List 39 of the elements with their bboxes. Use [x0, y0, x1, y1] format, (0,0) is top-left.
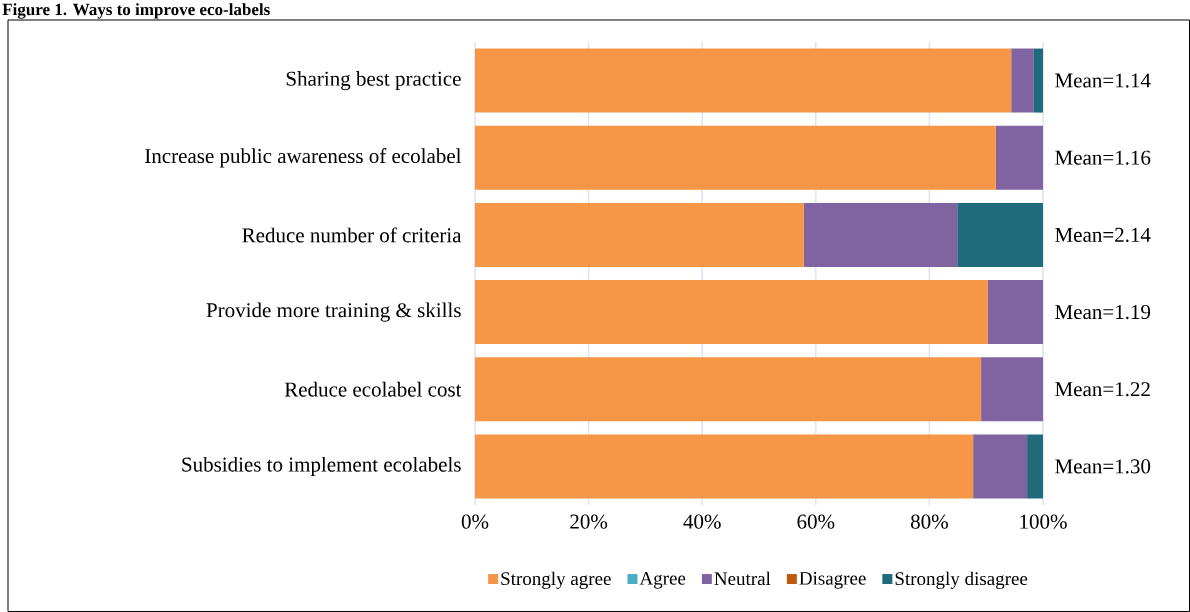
- legend-label: Strongly disagree: [895, 571, 1028, 589]
- y-tick-label: Reduce ecolabel cost: [284, 381, 462, 397]
- text: Mean=1.16: [1055, 150, 1151, 165]
- y-tick-label: Provide more training & skills: [206, 302, 461, 322]
- text: Mean=1.14: [1055, 73, 1151, 88]
- legend-label: Agree: [639, 572, 686, 589]
- bar: [987, 280, 1043, 345]
- text: Figure 1. Ways to improve eco-labels: [2, 3, 270, 19]
- text: Mean=1.30: [1055, 459, 1151, 474]
- legend-label: Neutral: [714, 571, 771, 586]
- bar: [1011, 48, 1034, 113]
- bar: [973, 434, 1028, 499]
- bar: [475, 202, 804, 267]
- bar: [1027, 434, 1043, 499]
- y-tick-label: Subsidies to implement ecolabels: [182, 456, 461, 476]
- x-tick-label: 60%: [797, 514, 835, 529]
- bar: [475, 125, 996, 190]
- bar: [475, 434, 974, 499]
- y-tick-label: Sharing best practice: [286, 71, 461, 91]
- y-tick-label: Increase public awareness of ecolabel: [145, 148, 462, 168]
- x-tick-label: 0%: [461, 514, 489, 529]
- text: Mean=2.14: [1055, 227, 1151, 243]
- bar: [995, 125, 1043, 190]
- bar: [475, 48, 1012, 113]
- bar: [981, 357, 1043, 422]
- bar: [475, 280, 988, 345]
- text: Mean=1.19: [1055, 304, 1151, 320]
- x-tick-label: 20%: [570, 514, 608, 529]
- legend-label: Strongly agree: [501, 571, 611, 589]
- y-tick-label: Reduce number of criteria: [242, 227, 462, 243]
- bar: [1033, 48, 1043, 113]
- bar: [475, 357, 982, 422]
- bar: [957, 202, 1043, 267]
- bar: [803, 202, 958, 267]
- x-tick-label: 40%: [683, 514, 721, 529]
- legend-label: Disagree: [799, 572, 866, 589]
- text: Mean=1.22: [1055, 382, 1150, 397]
- x-tick-label: 100%: [1020, 514, 1067, 529]
- x-tick-label: 80%: [910, 514, 948, 529]
